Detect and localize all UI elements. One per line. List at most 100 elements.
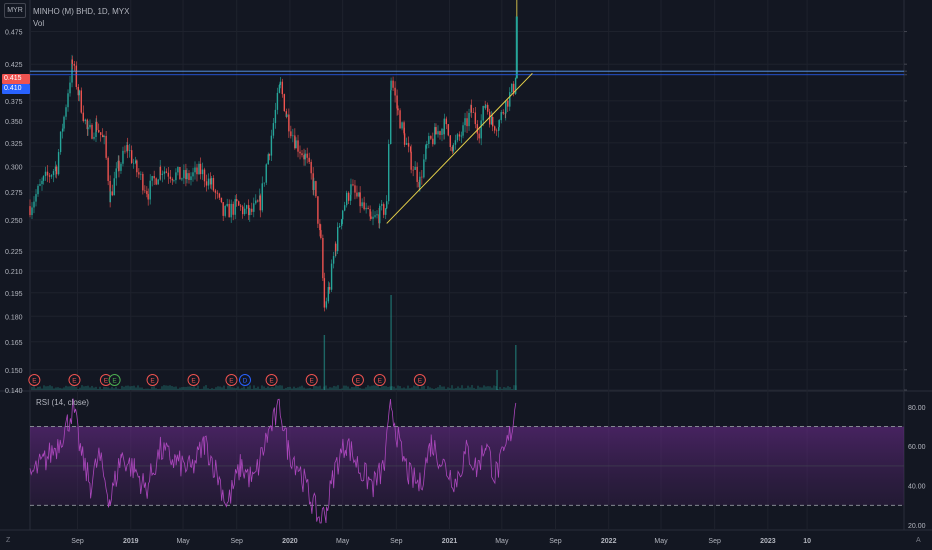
candle-body (379, 205, 381, 224)
candle-body (234, 199, 236, 215)
candle-body (381, 204, 383, 206)
price-tick-label: 0.225 (5, 249, 23, 256)
candle-body (218, 193, 221, 198)
candle-body (171, 178, 174, 181)
auto-scale-corner-label[interactable]: A (916, 537, 921, 544)
candle-body (267, 154, 269, 165)
volume-bar (397, 385, 399, 390)
candle-body (378, 214, 380, 224)
volume-bar (363, 388, 365, 390)
volume-bar (455, 388, 457, 390)
rsi-label[interactable]: RSI (14, close) (36, 398, 89, 407)
time-axis[interactable]: Sep 2019 May Sep 2020 May Sep 2021 May Sep 2022 May… (71, 538, 811, 545)
candlestick-series (29, 0, 518, 312)
candle-body (288, 114, 290, 132)
candle-body (98, 130, 100, 133)
volume-bar (91, 385, 93, 390)
volume-bar (289, 386, 291, 390)
volume-bar (239, 388, 241, 390)
candle-body (177, 166, 179, 173)
rsi-tick-label: 60.00 (908, 444, 926, 451)
volume-spike-bar (390, 295, 392, 390)
candle-body (39, 184, 41, 186)
candle-body (487, 104, 489, 112)
volume-bar (335, 386, 337, 390)
candle-body (452, 144, 455, 152)
price-tick-label: 0.275 (5, 190, 23, 197)
candle-body (216, 192, 219, 194)
event-marker: E (413, 374, 426, 386)
price-tick-label: 0.350 (5, 119, 23, 126)
volume-bar (439, 385, 441, 390)
candle-body (374, 215, 376, 217)
candle-body (439, 131, 441, 135)
rsi-axis[interactable]: 80.00 60.00 40.00 20.00 (908, 405, 926, 530)
candle-body (323, 278, 326, 308)
volume-bar (357, 386, 359, 390)
zoom-corner-label[interactable]: Z (6, 537, 11, 544)
candle-body (338, 225, 341, 228)
candle-body (509, 92, 511, 107)
price-tick-label: 0.165 (5, 340, 23, 347)
volume-bar (171, 386, 173, 390)
volume-bar (415, 386, 417, 390)
candle-body (130, 150, 133, 163)
volume-bar (211, 388, 213, 390)
candle-body (146, 190, 148, 195)
candle-body (122, 150, 124, 164)
candle-body (65, 107, 67, 117)
event-marker: E (351, 374, 364, 386)
volume-bar (413, 385, 415, 390)
volume-bar (139, 387, 141, 390)
candle-body (147, 194, 149, 200)
candle-body (136, 160, 138, 173)
volume-bar (365, 387, 367, 390)
price-tick-label: 0.195 (5, 291, 23, 298)
price-tick-label: 0.300 (5, 164, 23, 171)
event-marker: E (265, 374, 278, 386)
volume-bar (163, 385, 165, 390)
candle-body (462, 125, 464, 136)
candle-body (410, 151, 412, 170)
volume-bar (393, 386, 395, 390)
price-axis[interactable]: 0.475 0.425 0.375 0.350 0.325 0.300 0.275 0.250… (5, 30, 907, 395)
volume-bar (301, 385, 303, 390)
volume-bar (307, 388, 309, 390)
candle-body (365, 207, 367, 210)
candle-body (63, 116, 65, 129)
volume-label[interactable]: Vol (33, 19, 45, 28)
candle-body (159, 166, 162, 175)
candle-body (205, 181, 208, 186)
candle-body (179, 166, 181, 180)
candle-body (418, 181, 420, 188)
volume-bar (507, 386, 509, 390)
volume-bar (485, 386, 487, 390)
event-circle (305, 374, 318, 386)
candle-body (286, 114, 288, 117)
candle-body (317, 196, 319, 224)
volume-bar (191, 386, 193, 390)
candle-body (478, 133, 480, 139)
volume-bar (133, 385, 135, 390)
symbol-title[interactable]: MINHO (M) BHD, 1D, MYX (33, 7, 130, 16)
candle-body (149, 180, 151, 200)
rsi-tick-label: 20.00 (908, 523, 926, 530)
volume-bar (481, 387, 483, 390)
currency-badge[interactable]: MYR (4, 3, 26, 18)
volume-bar (493, 385, 495, 390)
volume-bar (383, 385, 385, 390)
volume-bar (103, 386, 105, 390)
horizontal-line-price-badge: 0.410 (2, 84, 30, 94)
candle-body (470, 105, 473, 113)
time-tick-label: Sep (390, 538, 403, 545)
volume-bar (43, 385, 45, 390)
time-tick-label: Sep (71, 538, 84, 545)
candle-body (409, 146, 412, 152)
candle-body (512, 83, 515, 94)
candle-body (334, 243, 337, 252)
candle-body (265, 164, 267, 183)
candle-body (214, 190, 217, 193)
volume-bar (337, 385, 339, 390)
volume-bar (503, 387, 505, 390)
